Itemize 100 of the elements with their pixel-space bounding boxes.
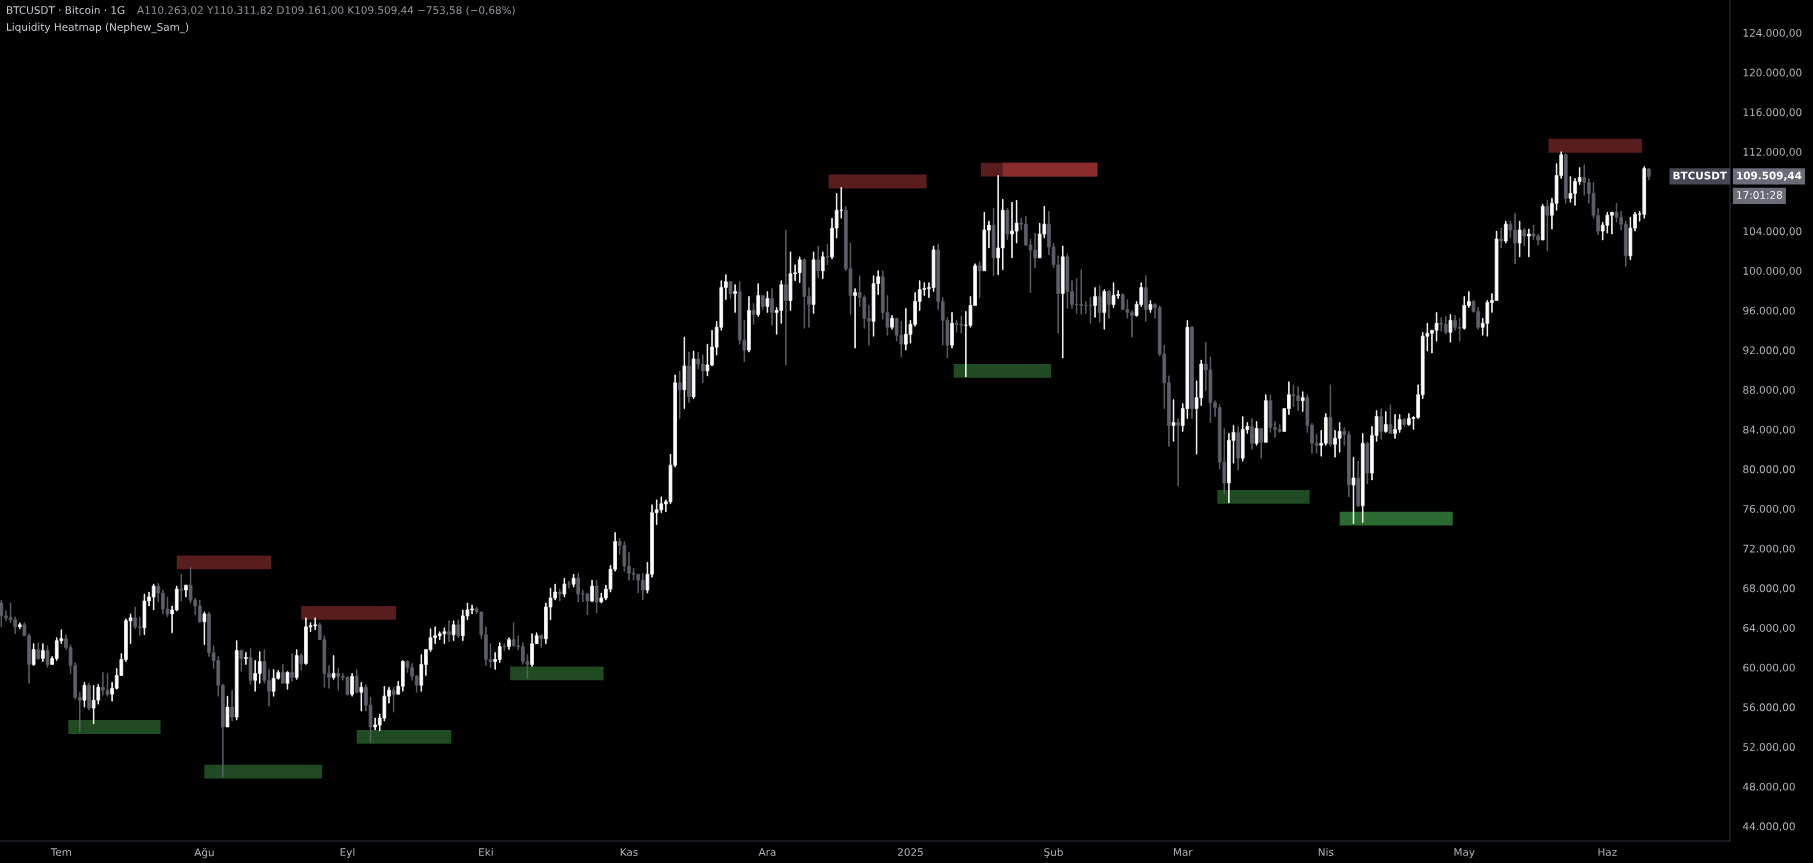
candlestick bbox=[234, 640, 239, 721]
candlestick bbox=[557, 588, 562, 602]
candlestick bbox=[1517, 220, 1522, 258]
candlestick bbox=[784, 229, 788, 366]
x-tick-label: May bbox=[1454, 848, 1475, 859]
candlestick bbox=[751, 303, 756, 325]
candlestick bbox=[359, 681, 364, 712]
annotation: A110.263,02 Y110.311,82 D109.161,00 K109.509,44 −753,58 (−0,68%) bbox=[137, 5, 515, 16]
candlestick bbox=[151, 583, 156, 611]
candlestick bbox=[1093, 287, 1097, 318]
annotation: BTCUSDT bbox=[1673, 171, 1727, 180]
x-tick-label: Eyl bbox=[340, 847, 355, 859]
y-tick-label: 48.000,00 bbox=[1743, 782, 1795, 792]
y-tick-label: 52.000,00 bbox=[1743, 743, 1795, 752]
candlestick bbox=[239, 649, 244, 672]
y-tick-label: 116.000,00 bbox=[1743, 108, 1802, 118]
candlestick bbox=[391, 686, 396, 713]
y-tick-label: 88.000,00 bbox=[1743, 385, 1795, 395]
candlestick bbox=[1360, 432, 1365, 524]
y-tick-label: 100.000,00 bbox=[1743, 266, 1802, 276]
candlestick bbox=[87, 682, 91, 711]
candlestick bbox=[230, 689, 234, 722]
y-tick-label: 80.000,00 bbox=[1743, 465, 1795, 475]
candlestick bbox=[1259, 428, 1264, 459]
candlestick bbox=[225, 695, 230, 728]
candlestick bbox=[1379, 408, 1383, 440]
candlestick bbox=[1107, 290, 1111, 319]
candlestick bbox=[982, 211, 987, 272]
candlestick bbox=[959, 315, 964, 334]
candlestick bbox=[142, 593, 147, 636]
candlestick bbox=[294, 649, 299, 680]
y-tick-label: 84.000,00 bbox=[1743, 425, 1795, 435]
candlestick bbox=[691, 350, 696, 400]
candlestick bbox=[1102, 289, 1107, 330]
candlestick bbox=[770, 288, 774, 326]
y-tick-label: 64.000,00 bbox=[1743, 624, 1795, 633]
candlestick bbox=[1563, 153, 1568, 204]
y-tick-label: 76.000,00 bbox=[1743, 504, 1795, 514]
candlestick bbox=[802, 258, 807, 329]
candlestick bbox=[105, 672, 110, 697]
candlestick bbox=[853, 288, 857, 349]
candlestick bbox=[1628, 216, 1633, 261]
candlestick bbox=[733, 284, 737, 313]
y-tick-label: 72.000,00 bbox=[1743, 544, 1795, 554]
y-tick-label: 104.000,00 bbox=[1743, 227, 1802, 237]
candlestick bbox=[18, 622, 22, 630]
candlestick bbox=[1647, 168, 1651, 181]
candlestick bbox=[677, 370, 682, 419]
candlestick bbox=[451, 620, 456, 642]
x-tick-label: 2025 bbox=[897, 848, 923, 857]
candlestick bbox=[1384, 411, 1388, 433]
candlestick bbox=[1148, 300, 1153, 313]
candlestick bbox=[756, 283, 760, 317]
candlestick bbox=[1328, 384, 1333, 447]
candlestick bbox=[197, 599, 202, 624]
candlestick bbox=[1065, 253, 1070, 309]
candlestick bbox=[350, 672, 354, 697]
candlestick bbox=[1240, 416, 1245, 462]
x-tick-label: Mar bbox=[1173, 848, 1193, 857]
candlestick bbox=[1176, 418, 1180, 487]
candlestick bbox=[991, 207, 996, 277]
candlestick bbox=[244, 652, 248, 665]
candlestick bbox=[447, 620, 451, 643]
candlestick bbox=[1527, 228, 1531, 258]
candlestick bbox=[1144, 275, 1148, 322]
candlestick bbox=[502, 643, 507, 651]
y-tick-label: 112.000,00 bbox=[1743, 147, 1802, 157]
y-tick-label: 124.000,00 bbox=[1743, 28, 1802, 38]
candlestick bbox=[1540, 203, 1545, 241]
text: 17:01:28 bbox=[1737, 191, 1783, 199]
candlestick bbox=[950, 311, 954, 349]
candlestick bbox=[594, 579, 599, 614]
candlestick bbox=[36, 642, 41, 660]
candlestick bbox=[281, 664, 285, 684]
candlestick bbox=[248, 648, 253, 685]
candlestick bbox=[567, 580, 571, 589]
y-tick-label: 56.000,00 bbox=[1743, 703, 1795, 713]
candlestick bbox=[1503, 220, 1508, 244]
candlestick bbox=[299, 653, 304, 671]
candlestick bbox=[1522, 227, 1527, 247]
candlestick bbox=[890, 314, 894, 330]
candlestick bbox=[285, 670, 290, 690]
candlestick bbox=[1568, 176, 1573, 203]
candlestick bbox=[747, 296, 751, 353]
candlestick bbox=[0, 599, 4, 628]
candlestick bbox=[820, 251, 825, 280]
candlestick bbox=[1190, 325, 1194, 419]
candlestick bbox=[313, 617, 317, 631]
candlestick bbox=[682, 336, 687, 410]
text: Liquidity Heatmap (Nephew_Sam_) bbox=[7, 22, 189, 34]
x-tick-label: Nis bbox=[1318, 847, 1334, 857]
candlestick bbox=[354, 669, 359, 694]
candlestick bbox=[797, 256, 802, 284]
candlestick bbox=[1111, 282, 1116, 308]
y-tick-label: 92.000,00 bbox=[1743, 346, 1795, 356]
candlestick bbox=[1545, 199, 1550, 252]
candlestick bbox=[761, 295, 765, 310]
candlestick bbox=[1351, 456, 1356, 525]
candlestick bbox=[336, 668, 341, 691]
candlestick bbox=[811, 251, 816, 314]
